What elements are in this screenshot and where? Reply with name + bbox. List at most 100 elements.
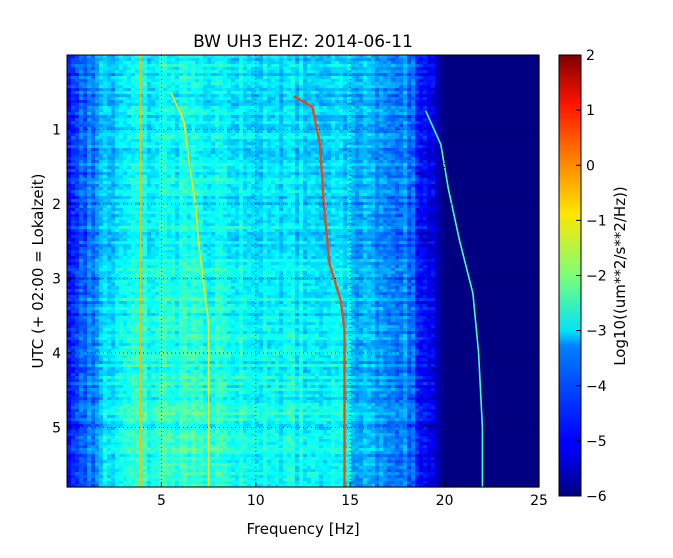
heatmap-cell	[115, 85, 120, 89]
heatmap-cell	[91, 130, 96, 134]
heatmap-cell	[71, 331, 76, 335]
heatmap-cell	[83, 145, 88, 149]
heatmap-cell	[107, 409, 112, 413]
heatmap-cell	[107, 310, 112, 314]
heatmap-cell	[71, 355, 76, 359]
heatmap-cell	[123, 124, 128, 128]
heatmap-cell	[111, 319, 116, 323]
heatmap-cell	[71, 433, 76, 437]
heatmap-cell	[111, 142, 116, 146]
heatmap-cell	[91, 133, 96, 137]
heatmap-cell	[119, 250, 124, 254]
heatmap-cell	[115, 124, 120, 128]
heatmap-cell	[67, 451, 72, 455]
heatmap-cell	[99, 454, 104, 458]
heatmap-cell	[71, 439, 76, 443]
heatmap-cell	[95, 196, 100, 200]
heatmap-cell	[83, 376, 88, 380]
heatmap-cell	[91, 355, 96, 359]
heatmap-cell	[103, 85, 108, 89]
heatmap-cell	[99, 418, 104, 422]
heatmap-cell	[115, 406, 120, 410]
heatmap-cell	[99, 376, 104, 380]
heatmap-cell	[83, 310, 88, 314]
heatmap-cell	[95, 331, 100, 335]
heatmap-cell	[87, 241, 92, 245]
heatmap-cell	[71, 268, 76, 272]
heatmap-cell	[95, 337, 100, 341]
heatmap-cell	[79, 214, 84, 218]
heatmap-cell	[103, 337, 108, 341]
heatmap-cell	[127, 139, 132, 143]
heatmap-cell	[103, 106, 108, 110]
heatmap-cell	[99, 220, 104, 224]
heatmap-cell	[123, 250, 128, 254]
heatmap-cell	[123, 331, 128, 335]
heatmap-cell	[87, 67, 92, 71]
heatmap-cell	[115, 154, 120, 158]
heatmap-cell	[103, 79, 108, 83]
heatmap-cell	[119, 139, 124, 143]
heatmap-cell	[99, 256, 104, 260]
heatmap-cell	[91, 190, 96, 194]
heatmap-cell	[75, 454, 80, 458]
heatmap-cell	[123, 127, 128, 131]
heatmap-cell	[79, 163, 84, 167]
heatmap-cell	[83, 478, 88, 482]
heatmap-cell	[107, 115, 112, 119]
heatmap-cell	[95, 427, 100, 431]
heatmap-cell	[95, 460, 100, 464]
heatmap-cell	[107, 430, 112, 434]
heatmap-cell	[79, 454, 84, 458]
heatmap-cell	[123, 430, 128, 434]
heatmap-cell	[67, 484, 72, 488]
heatmap-cell	[95, 76, 100, 80]
heatmap-cell	[119, 142, 124, 146]
heatmap-cell	[111, 196, 116, 200]
heatmap-cell	[71, 127, 76, 131]
heatmap-cell	[87, 286, 92, 290]
heatmap-cell	[107, 472, 112, 476]
heatmap-cell	[111, 247, 116, 251]
heatmap-cell	[87, 127, 92, 131]
heatmap-cell	[123, 436, 128, 440]
heatmap-cell	[103, 142, 108, 146]
heatmap-cell	[91, 202, 96, 206]
heatmap-cell	[75, 241, 80, 245]
heatmap-cell	[119, 274, 124, 278]
heatmap-cell	[83, 484, 88, 488]
heatmap-cell	[119, 454, 124, 458]
heatmap-cell	[67, 334, 72, 338]
heatmap-cell	[99, 469, 104, 473]
heatmap-cell	[91, 244, 96, 248]
heatmap-cell	[123, 238, 128, 242]
heatmap-cell	[95, 166, 100, 170]
heatmap-cell	[99, 244, 104, 248]
heatmap-cell	[83, 100, 88, 104]
heatmap-cell	[91, 259, 96, 263]
heatmap-cell	[75, 310, 80, 314]
heatmap-cell	[67, 274, 72, 278]
heatmap-cell	[111, 433, 116, 437]
heatmap-cell	[123, 382, 128, 386]
heatmap-cell	[87, 226, 92, 230]
heatmap-cell	[71, 385, 76, 389]
heatmap-cell	[111, 187, 116, 191]
heatmap-cell	[123, 73, 128, 77]
heatmap-cell	[91, 298, 96, 302]
heatmap-cell	[87, 214, 92, 218]
heatmap-cell	[83, 280, 88, 284]
heatmap-cell	[75, 109, 80, 113]
heatmap-cell	[123, 82, 128, 86]
heatmap-cell	[79, 475, 84, 479]
heatmap-cell	[95, 379, 100, 383]
heatmap-cell	[119, 106, 124, 110]
heatmap-cell	[95, 193, 100, 197]
heatmap-cell	[91, 181, 96, 185]
heatmap-cell	[103, 238, 108, 242]
heatmap-cell	[111, 91, 116, 95]
heatmap-cell	[71, 121, 76, 125]
heatmap-cell	[107, 76, 112, 80]
heatmap-cell	[79, 58, 84, 62]
heatmap-cell	[95, 208, 100, 212]
